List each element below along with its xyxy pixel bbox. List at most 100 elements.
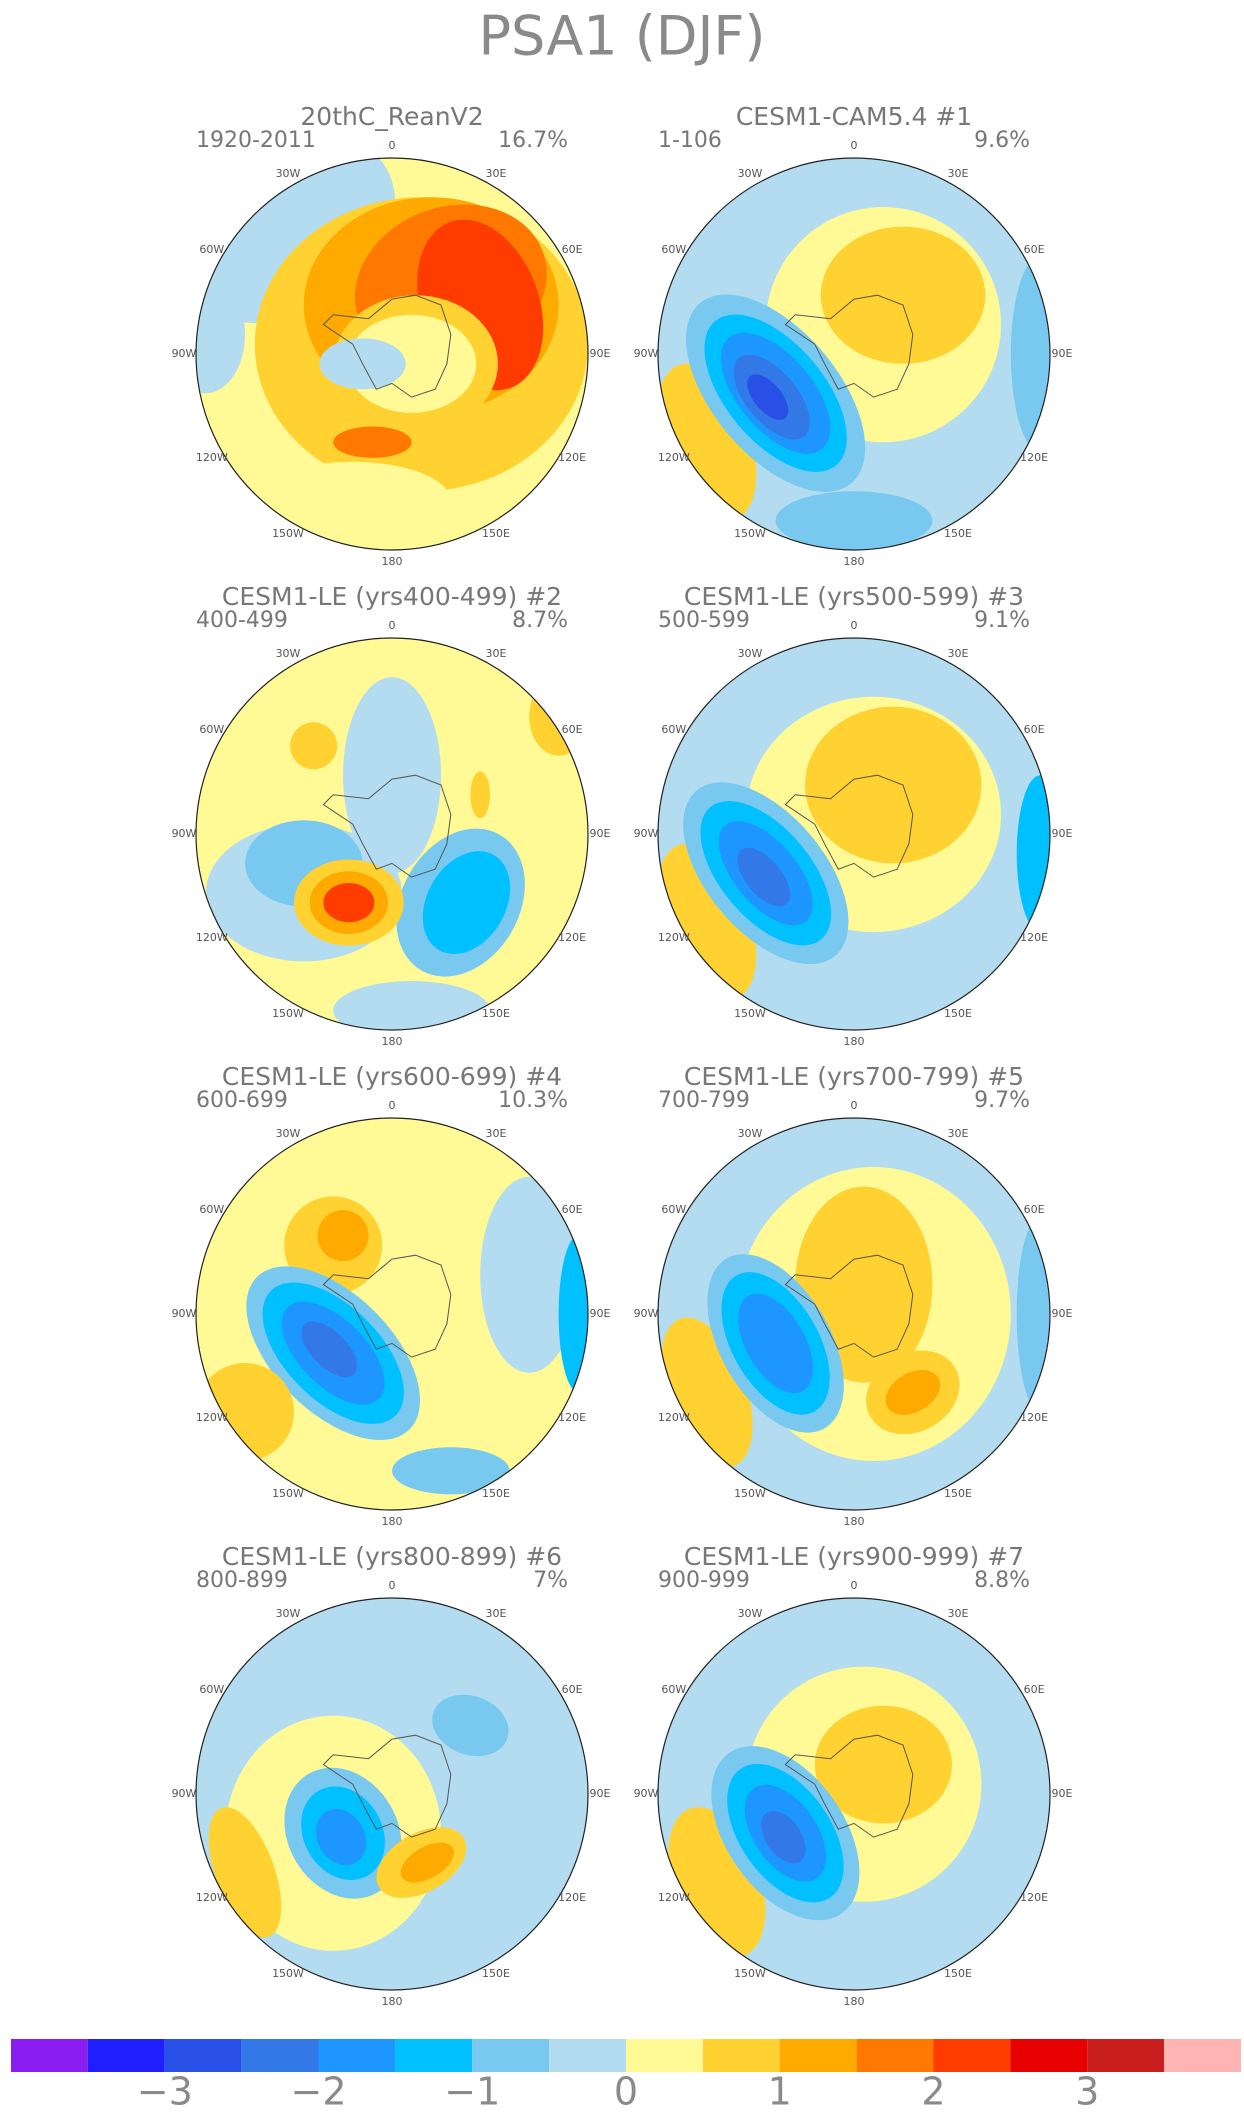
contour-region	[775, 491, 933, 550]
longitude-label: 90W	[634, 827, 659, 840]
coastline	[322, 294, 452, 398]
longitude-label: 150W	[272, 527, 304, 540]
longitude-label: 0	[851, 619, 858, 632]
longitude-label: 60W	[661, 1203, 686, 1216]
map-panel: CESM1-CAM5.4 #1 1-106 9.6% 0 30E 60E 90E 120E 15…	[634, 102, 1073, 568]
contour-region	[480, 1176, 579, 1373]
contour-region	[747, 374, 789, 420]
panel-period: 1920-2011	[196, 128, 316, 153]
panel-title: CESM1-LE (yrs700-799) #5	[684, 1062, 1024, 1091]
colorbar-swatch	[779, 2039, 857, 2072]
colorbar-swatch	[11, 2039, 88, 2072]
panel-period: 1-106	[658, 128, 722, 153]
colorbar-label: −2	[290, 2070, 346, 2113]
longitude-label: 60W	[661, 723, 686, 736]
coastline	[784, 294, 914, 398]
colorbar-swatch	[472, 2039, 550, 2072]
longitude-label: 120W	[196, 1891, 228, 1904]
contour-region	[333, 426, 412, 458]
contour-region	[254, 461, 451, 541]
longitude-label: 30W	[276, 167, 301, 180]
contour-region	[761, 1810, 806, 1864]
longitude-label: 90W	[172, 827, 197, 840]
longitude-label: 120E	[1020, 931, 1048, 944]
field	[196, 158, 588, 550]
contour-region	[392, 1447, 510, 1495]
colorbar-swatch	[164, 2039, 242, 2072]
longitude-label: 120W	[658, 931, 690, 944]
longitude-label: 30E	[486, 1607, 507, 1620]
colorbar-swatch	[87, 2039, 165, 2072]
longitude-label: 30W	[276, 1607, 301, 1620]
longitude-label: 60E	[562, 723, 583, 736]
contour-region	[333, 981, 491, 1030]
longitude-label: 60W	[661, 1683, 686, 1696]
colorbar-swatch	[1087, 2039, 1165, 2072]
longitude-label: 0	[851, 139, 858, 152]
longitude-label: 120E	[558, 1891, 586, 1904]
longitude-label: 120E	[558, 451, 586, 464]
longitude-label: 30E	[948, 167, 969, 180]
map-border	[657, 637, 1051, 1031]
longitude-label: 90W	[172, 347, 197, 360]
longitude-label: 180	[382, 1515, 403, 1528]
longitude-label: 150E	[482, 1007, 510, 1020]
longitude-label: 60E	[1024, 723, 1045, 736]
contour-region	[470, 771, 491, 819]
panel-title: CESM1-LE (yrs400-499) #2	[222, 582, 562, 611]
longitude-label: 150E	[944, 1967, 972, 1980]
longitude-label: 180	[844, 555, 865, 568]
longitude-label: 0	[389, 619, 396, 632]
longitude-label: 0	[389, 1099, 396, 1112]
map-border	[195, 157, 589, 551]
longitude-label: 120E	[1020, 1891, 1048, 1904]
longitude-label: 90W	[634, 1787, 659, 1800]
field	[658, 1598, 1050, 1990]
longitude-label: 180	[382, 1035, 403, 1048]
colorbar-swatch	[626, 2039, 703, 2072]
longitude-label: 60W	[199, 723, 224, 736]
map-border	[195, 1597, 589, 1991]
longitude-label: 120E	[1020, 1411, 1048, 1424]
coastline	[322, 774, 452, 878]
contour-region	[814, 1705, 953, 1824]
longitude-label: 30E	[948, 1607, 969, 1620]
colorbar-swatch	[1164, 2039, 1241, 2072]
panel-variance: 9.7%	[974, 1088, 1030, 1113]
longitude-label: 90E	[1052, 1307, 1073, 1320]
longitude-label: 150E	[944, 1007, 972, 1020]
longitude-label: 30W	[276, 647, 301, 660]
contour-region	[323, 883, 375, 923]
longitude-label: 60E	[1024, 243, 1045, 256]
longitude-label: 150W	[734, 527, 766, 540]
contour-region	[1016, 775, 1050, 932]
contour-region	[738, 1293, 814, 1394]
coastline	[322, 1254, 452, 1358]
panel-variance: 8.7%	[512, 608, 568, 633]
longitude-label: 30E	[948, 647, 969, 660]
longitude-label: 0	[389, 1579, 396, 1592]
colorbar-swatch	[318, 2039, 396, 2072]
contour-region	[290, 722, 338, 770]
contour-region	[1010, 256, 1050, 452]
contour-region	[1016, 1216, 1050, 1412]
longitude-label: 120E	[558, 1411, 586, 1424]
contour-region	[400, 1842, 454, 1883]
longitude-label: 30W	[738, 1127, 763, 1140]
longitude-label: 90E	[590, 347, 611, 360]
longitude-label: 120W	[196, 931, 228, 944]
contour-region	[885, 1369, 941, 1415]
longitude-label: 60E	[562, 1683, 583, 1696]
map-border	[195, 637, 589, 1031]
coastline	[784, 774, 914, 878]
panel-title: CESM1-LE (yrs600-699) #4	[222, 1062, 562, 1091]
longitude-label: 150E	[944, 1487, 972, 1500]
contour-region	[432, 1694, 509, 1757]
longitude-label: 120E	[1020, 451, 1048, 464]
panel-title: 20thC_ReanV2	[300, 102, 483, 131]
longitude-label: 0	[389, 139, 396, 152]
